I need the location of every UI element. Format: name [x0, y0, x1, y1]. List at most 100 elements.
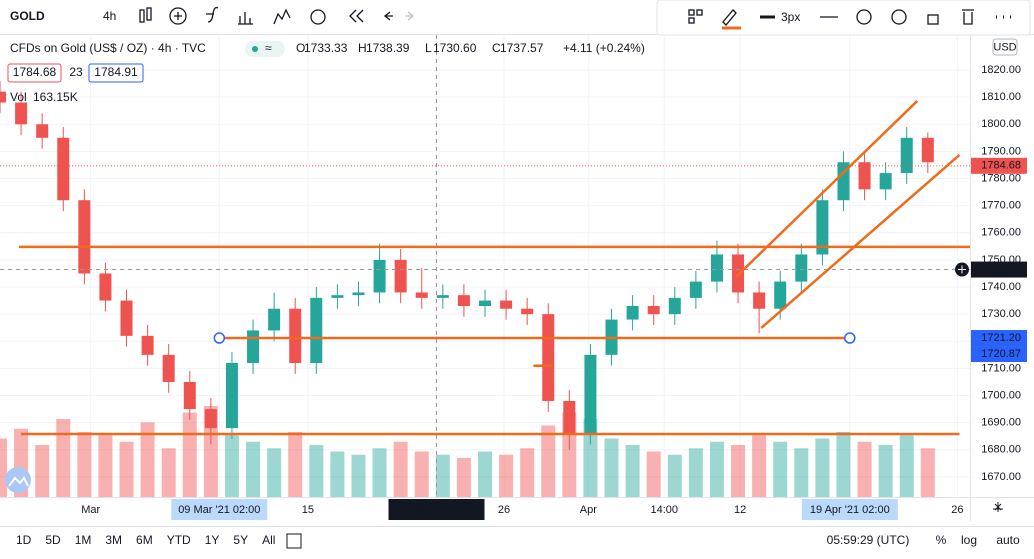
- candle-body: [36, 124, 49, 138]
- volume-bar: [857, 441, 872, 497]
- volume-bar: [161, 448, 176, 497]
- drawing-line[interactable]: [735, 100, 919, 278]
- line-width-label[interactable]: 3px: [781, 10, 800, 24]
- alert-icon[interactable]: [310, 9, 326, 25]
- x-tick-label: 23 Mar '21 02:00: [395, 504, 477, 516]
- lock[interactable]: [927, 14, 939, 25]
- drawing-handle[interactable]: [213, 332, 226, 344]
- ask[interactable]: 1784.91: [94, 65, 138, 79]
- candle-body: [0, 91, 6, 103]
- range-button[interactable]: All: [262, 533, 275, 547]
- ohlc-key: O: [296, 41, 305, 55]
- scale-option[interactable]: auto: [996, 533, 1020, 547]
- candles-icon[interactable]: [139, 9, 145, 23]
- volume-bar: [499, 454, 514, 497]
- status-pill[interactable]: [245, 41, 285, 57]
- volume-bar: [330, 451, 345, 497]
- y-tick-label: 1760.00: [981, 227, 1021, 239]
- volume-bar: [0, 438, 7, 497]
- range-button[interactable]: YTD: [167, 533, 191, 547]
- replay-icon[interactable]: [349, 9, 364, 23]
- bid-box[interactable]: [7, 63, 62, 83]
- price-tag-label: 1721.20: [981, 332, 1021, 344]
- volume-bar: [541, 425, 556, 497]
- volume-bar: [119, 441, 134, 497]
- fx-icon[interactable]: [206, 6, 219, 23]
- candle-body: [500, 300, 513, 309]
- volume-bar: [752, 435, 767, 497]
- candle-body: [858, 162, 871, 190]
- volume-bar: [709, 441, 724, 497]
- volume-bar: [182, 412, 197, 497]
- volume-bar: [246, 441, 261, 497]
- interval[interactable]: 4h: [103, 9, 116, 23]
- candle-body: [289, 308, 302, 363]
- candle-body: [584, 354, 597, 434]
- volume-bar: [731, 445, 746, 497]
- price-tag-label: 1720.87: [981, 348, 1021, 360]
- clock: 05:59:29 (UTC): [827, 533, 910, 547]
- undo-icon[interactable]: [383, 11, 393, 21]
- drawing-handle[interactable]: [844, 332, 856, 344]
- candle-body: [415, 292, 428, 298]
- y-tick-label: 1810.00: [981, 91, 1021, 103]
- range-button[interactable]: 5Y: [233, 533, 248, 547]
- drawing-line[interactable]: [760, 153, 961, 329]
- compare-icon[interactable]: [273, 8, 291, 25]
- scale-option[interactable]: %: [936, 533, 947, 547]
- date-range-icon[interactable]: [286, 533, 302, 549]
- ohlc-key: L: [425, 41, 432, 55]
- drawing-toolbar-icons: [688, 9, 1011, 30]
- range-button[interactable]: 1D: [16, 533, 32, 547]
- volume-bar: [203, 406, 218, 497]
- crosshair-add-plus: [958, 265, 966, 274]
- candle-body: [204, 409, 217, 429]
- y-tick-label: 1770.00: [981, 200, 1021, 212]
- candle-body: [331, 295, 344, 298]
- candle-body: [78, 200, 91, 274]
- settings[interactable]: [856, 9, 872, 25]
- candle-body: [710, 254, 723, 282]
- candle-body: [647, 306, 660, 315]
- candle-body: [879, 173, 892, 190]
- candle-body: [162, 354, 175, 382]
- y-tick-label: 1690.00: [981, 417, 1021, 429]
- candle-body: [689, 281, 702, 298]
- range-button[interactable]: 5D: [45, 533, 61, 547]
- delete[interactable]: [962, 9, 974, 25]
- scale-option[interactable]: log: [961, 533, 977, 547]
- currency[interactable]: USD: [993, 41, 1016, 53]
- x-tick-label: 14:00: [650, 504, 678, 516]
- object-tree[interactable]: [688, 9, 695, 16]
- time-settings[interactable]: [993, 502, 1003, 512]
- y-tick-label: 1740.00: [981, 281, 1021, 293]
- volume-bar: [878, 445, 893, 497]
- volume-bar: [288, 432, 303, 497]
- symbol[interactable]: GOLD: [10, 9, 45, 23]
- pencil[interactable]: [722, 9, 737, 26]
- y-tick-label: 1790.00: [981, 145, 1021, 157]
- volume-bar: [456, 458, 471, 497]
- ask-box[interactable]: [88, 63, 144, 83]
- range-button[interactable]: 1M: [75, 533, 92, 547]
- price-tag-label: 1746.44: [981, 263, 1021, 275]
- logo-mark: [8, 476, 29, 487]
- range-button[interactable]: 3M: [105, 533, 122, 547]
- volume-bar: [836, 432, 851, 497]
- range-button[interactable]: 1Y: [205, 533, 220, 547]
- range-button[interactable]: 6M: [136, 533, 153, 547]
- candle-body: [626, 306, 639, 320]
- volume-bar: [794, 448, 809, 497]
- bid[interactable]: 1784.68: [13, 65, 57, 79]
- bars-icon[interactable]: [238, 12, 253, 25]
- volume-bar: [98, 435, 113, 497]
- volume-bar: [309, 445, 324, 497]
- add-indicator[interactable]: [169, 7, 187, 25]
- price-tag: [971, 261, 1027, 278]
- candle-body: [436, 295, 449, 298]
- alert[interactable]: [891, 9, 907, 25]
- candle-body: [268, 308, 281, 331]
- x-tick-highlight: [801, 499, 898, 520]
- currency-box[interactable]: [992, 38, 1018, 56]
